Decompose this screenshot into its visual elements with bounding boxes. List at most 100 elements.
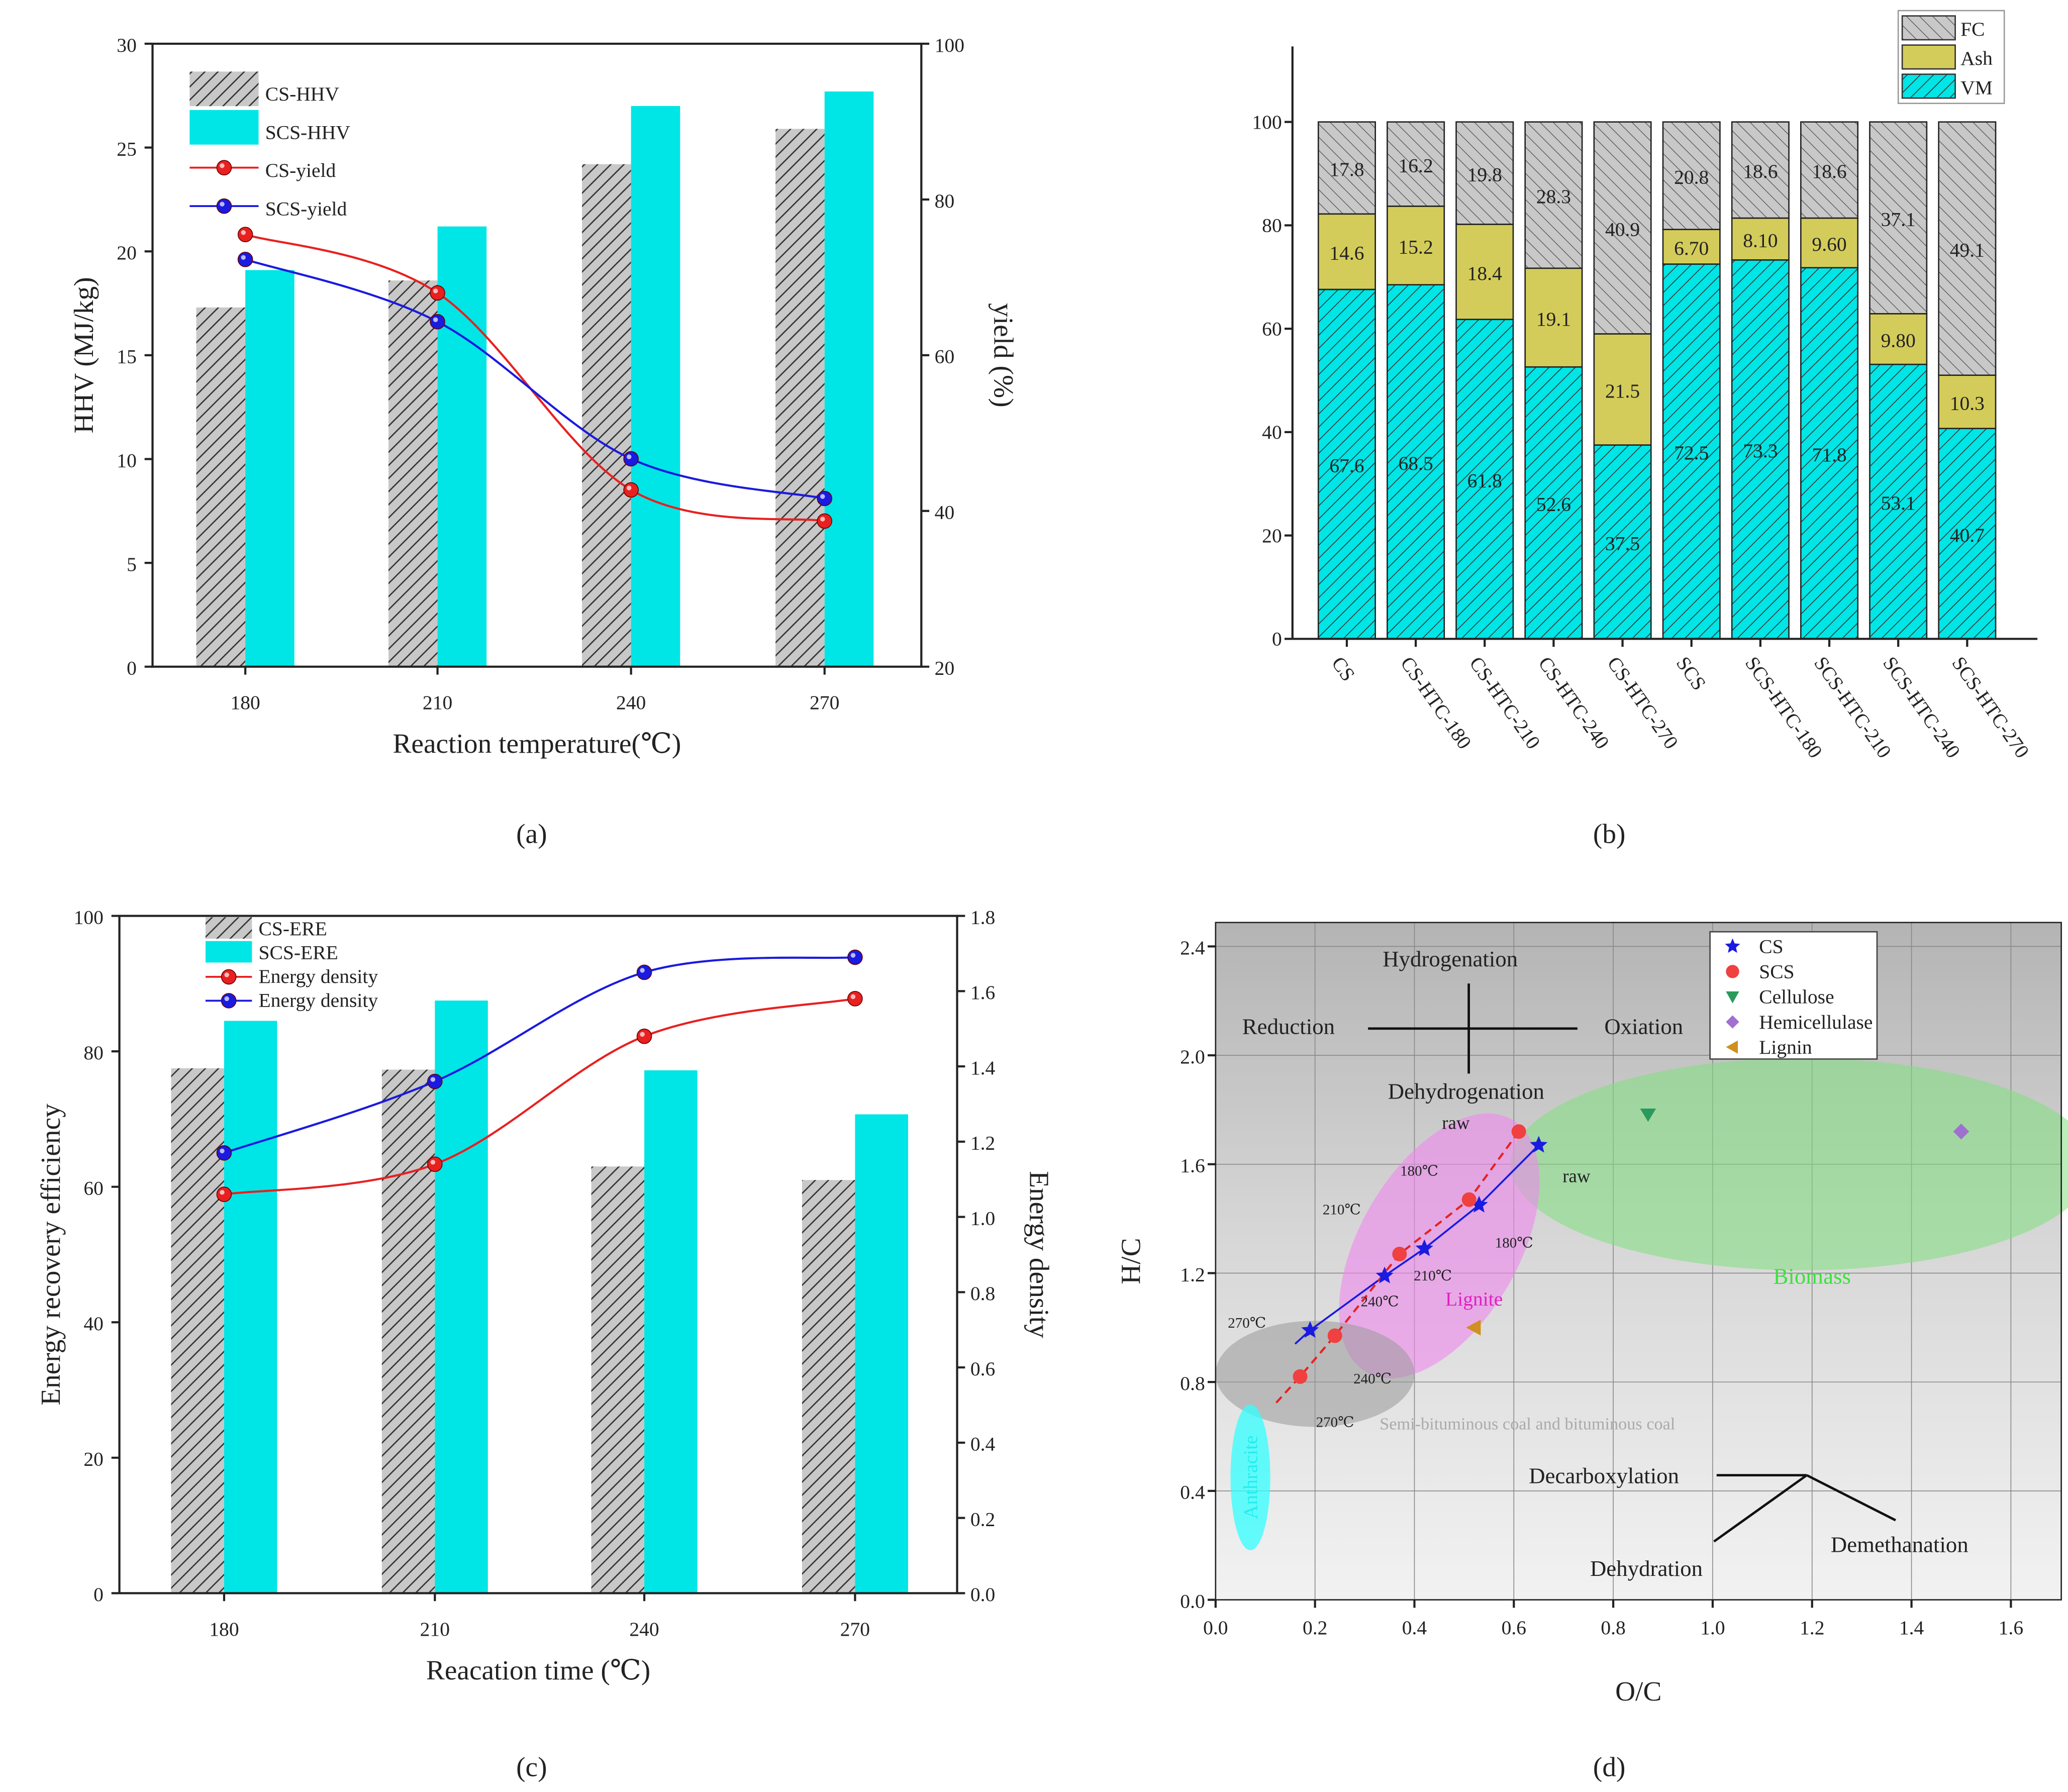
data-label-fc: 37.1 [1881, 208, 1916, 230]
bar-scs-hhv [824, 91, 874, 667]
y2-tick-label: 0.2 [970, 1508, 995, 1530]
point-energy-density-highlight [850, 994, 856, 1000]
y-tick-label: 0 [1272, 628, 1282, 650]
annotation-demethanation: Demethanation [1831, 1532, 1968, 1557]
x-tick-label: 240 [629, 1618, 659, 1640]
y2-tick-label: 1.8 [970, 906, 995, 928]
y2-axis-title: Energy density [1024, 1171, 1055, 1338]
legend-label: Energy density [259, 965, 378, 987]
y2-tick-label: 60 [935, 346, 955, 368]
legend-label: SCS-ERE [259, 941, 338, 963]
point-cs [1530, 1136, 1548, 1153]
point-energy-density [216, 1186, 232, 1202]
point-label-cs: 210℃ [1414, 1268, 1452, 1284]
point-scs-yield [817, 490, 833, 507]
x-tick-label: 0.8 [1601, 1617, 1625, 1639]
bar-cs-ere [381, 1069, 435, 1594]
x-tick-label: 1.4 [1899, 1617, 1924, 1639]
point-cs [1470, 1196, 1488, 1213]
y-tick-label: 1.6 [1180, 1155, 1205, 1177]
bar-segment-vm [1869, 363, 1928, 640]
bar-segment-ash [1593, 333, 1652, 446]
bar-cs-hhv [388, 280, 438, 667]
x-axis-title: Reacation time (℃) [426, 1655, 650, 1685]
bar-segment-fc [1455, 121, 1514, 225]
legend-label: Lignin [1759, 1036, 1812, 1058]
y-axis-title: HHV (MJ/kg) [68, 277, 99, 433]
legend-label: CS-ERE [259, 918, 327, 940]
point-energy-density-highlight [640, 968, 645, 973]
point-cs [1301, 1321, 1319, 1338]
x-tick-label: CS-HTC-240 [1534, 653, 1613, 753]
bar-segment-fc [1869, 121, 1928, 315]
y2-tick-label: 80 [935, 190, 955, 212]
legend-marker [216, 198, 232, 214]
legend-swatch-cs-hhv [189, 71, 259, 107]
bar-scs-ere [644, 1070, 698, 1594]
data-label-ash: 9.60 [1812, 233, 1846, 255]
x-tick-label: 0.2 [1303, 1617, 1327, 1639]
point-energy-density [847, 949, 863, 965]
bar-segment-vm [1800, 267, 1859, 640]
panel-label-a: (a) [516, 818, 547, 849]
chart-c: 180 210 240 270 0 20 40 60 80 100 0.0 0.2 0.4 0.6 0.8 1… [35, 906, 1055, 1685]
legend-label: SCS-HHV [265, 121, 351, 143]
annotation-dehydrogenation: Dehydrogenation [1388, 1079, 1544, 1104]
annotation-dehydration: Dehydration [1590, 1556, 1703, 1581]
y-tick-label: 60 [1262, 318, 1282, 340]
data-label-fc: 19.8 [1467, 163, 1502, 185]
y-tick-label: 80 [83, 1042, 104, 1064]
y2-tick-label: 1.6 [970, 981, 995, 1004]
legend-label: Energy density [259, 989, 378, 1011]
bar-scs-ere [224, 1021, 277, 1594]
y-tick-label: 2.4 [1180, 937, 1205, 959]
y-tick-label: 2.0 [1180, 1046, 1205, 1068]
legend-swatch-vm [1901, 73, 1956, 99]
x-tick-label: CS-HTC-270 [1603, 653, 1683, 753]
y-tick-label: 15 [117, 346, 137, 368]
x-tick-label: 0.4 [1402, 1617, 1427, 1639]
bar-segment-vm [1731, 259, 1790, 640]
y2-tick-label: 0.6 [970, 1358, 995, 1380]
point-cs [1415, 1239, 1433, 1256]
region-lignite [1339, 1113, 1540, 1378]
data-label-vm: 40.7 [1950, 524, 1985, 546]
x-tick-label: 1.6 [1999, 1617, 2023, 1639]
data-label-vm: 67.6 [1329, 454, 1364, 476]
point-energy-density-highlight [640, 1032, 645, 1037]
point-scs [1392, 1247, 1407, 1262]
panel-label-c: (c) [516, 1751, 547, 1782]
legend-box [1709, 931, 1878, 1060]
data-label-ash: 15.2 [1399, 236, 1433, 258]
data-label-fc: 16.2 [1399, 154, 1433, 176]
legend-marker [221, 993, 237, 1009]
data-label-ash: 19.1 [1536, 308, 1571, 330]
legend-marker-highlight [224, 972, 229, 977]
bar-cs-hhv [582, 164, 631, 667]
y-tick-label: 30 [117, 34, 137, 56]
bar-cs-hhv [775, 129, 825, 667]
point-scs-yield-highlight [626, 454, 632, 459]
point-energy-density [427, 1156, 443, 1172]
y2-tick-label: 20 [935, 657, 955, 679]
point-cs-yield-highlight [626, 485, 632, 490]
point-scs-yield [623, 451, 639, 467]
bar-cs-hhv [196, 307, 246, 667]
x-tick-label: 270 [840, 1618, 870, 1640]
data-label-ash: 8.10 [1743, 229, 1778, 251]
data-label-fc: 49.1 [1950, 239, 1985, 261]
legend-swatch-fc [1901, 15, 1956, 41]
x-axis-title: Reaction temperature(℃) [392, 728, 681, 759]
point-lignin [1466, 1319, 1481, 1336]
annotation-hydrogenation: Hydrogenation [1383, 946, 1518, 971]
y-tick-label: 20 [117, 242, 137, 264]
y-axis-title: H/C [1116, 1238, 1146, 1284]
point-label-cs: raw [1562, 1166, 1591, 1186]
legend-swatch-ash [1901, 44, 1956, 70]
legend-label: SCS [1759, 961, 1794, 983]
bar-segment-vm [1593, 444, 1652, 640]
legend-label: Hemicellulase [1759, 1011, 1873, 1033]
line-energy-density [224, 998, 855, 1196]
bar-segment-fc [1938, 121, 1997, 376]
point-scs-yield [430, 314, 445, 330]
